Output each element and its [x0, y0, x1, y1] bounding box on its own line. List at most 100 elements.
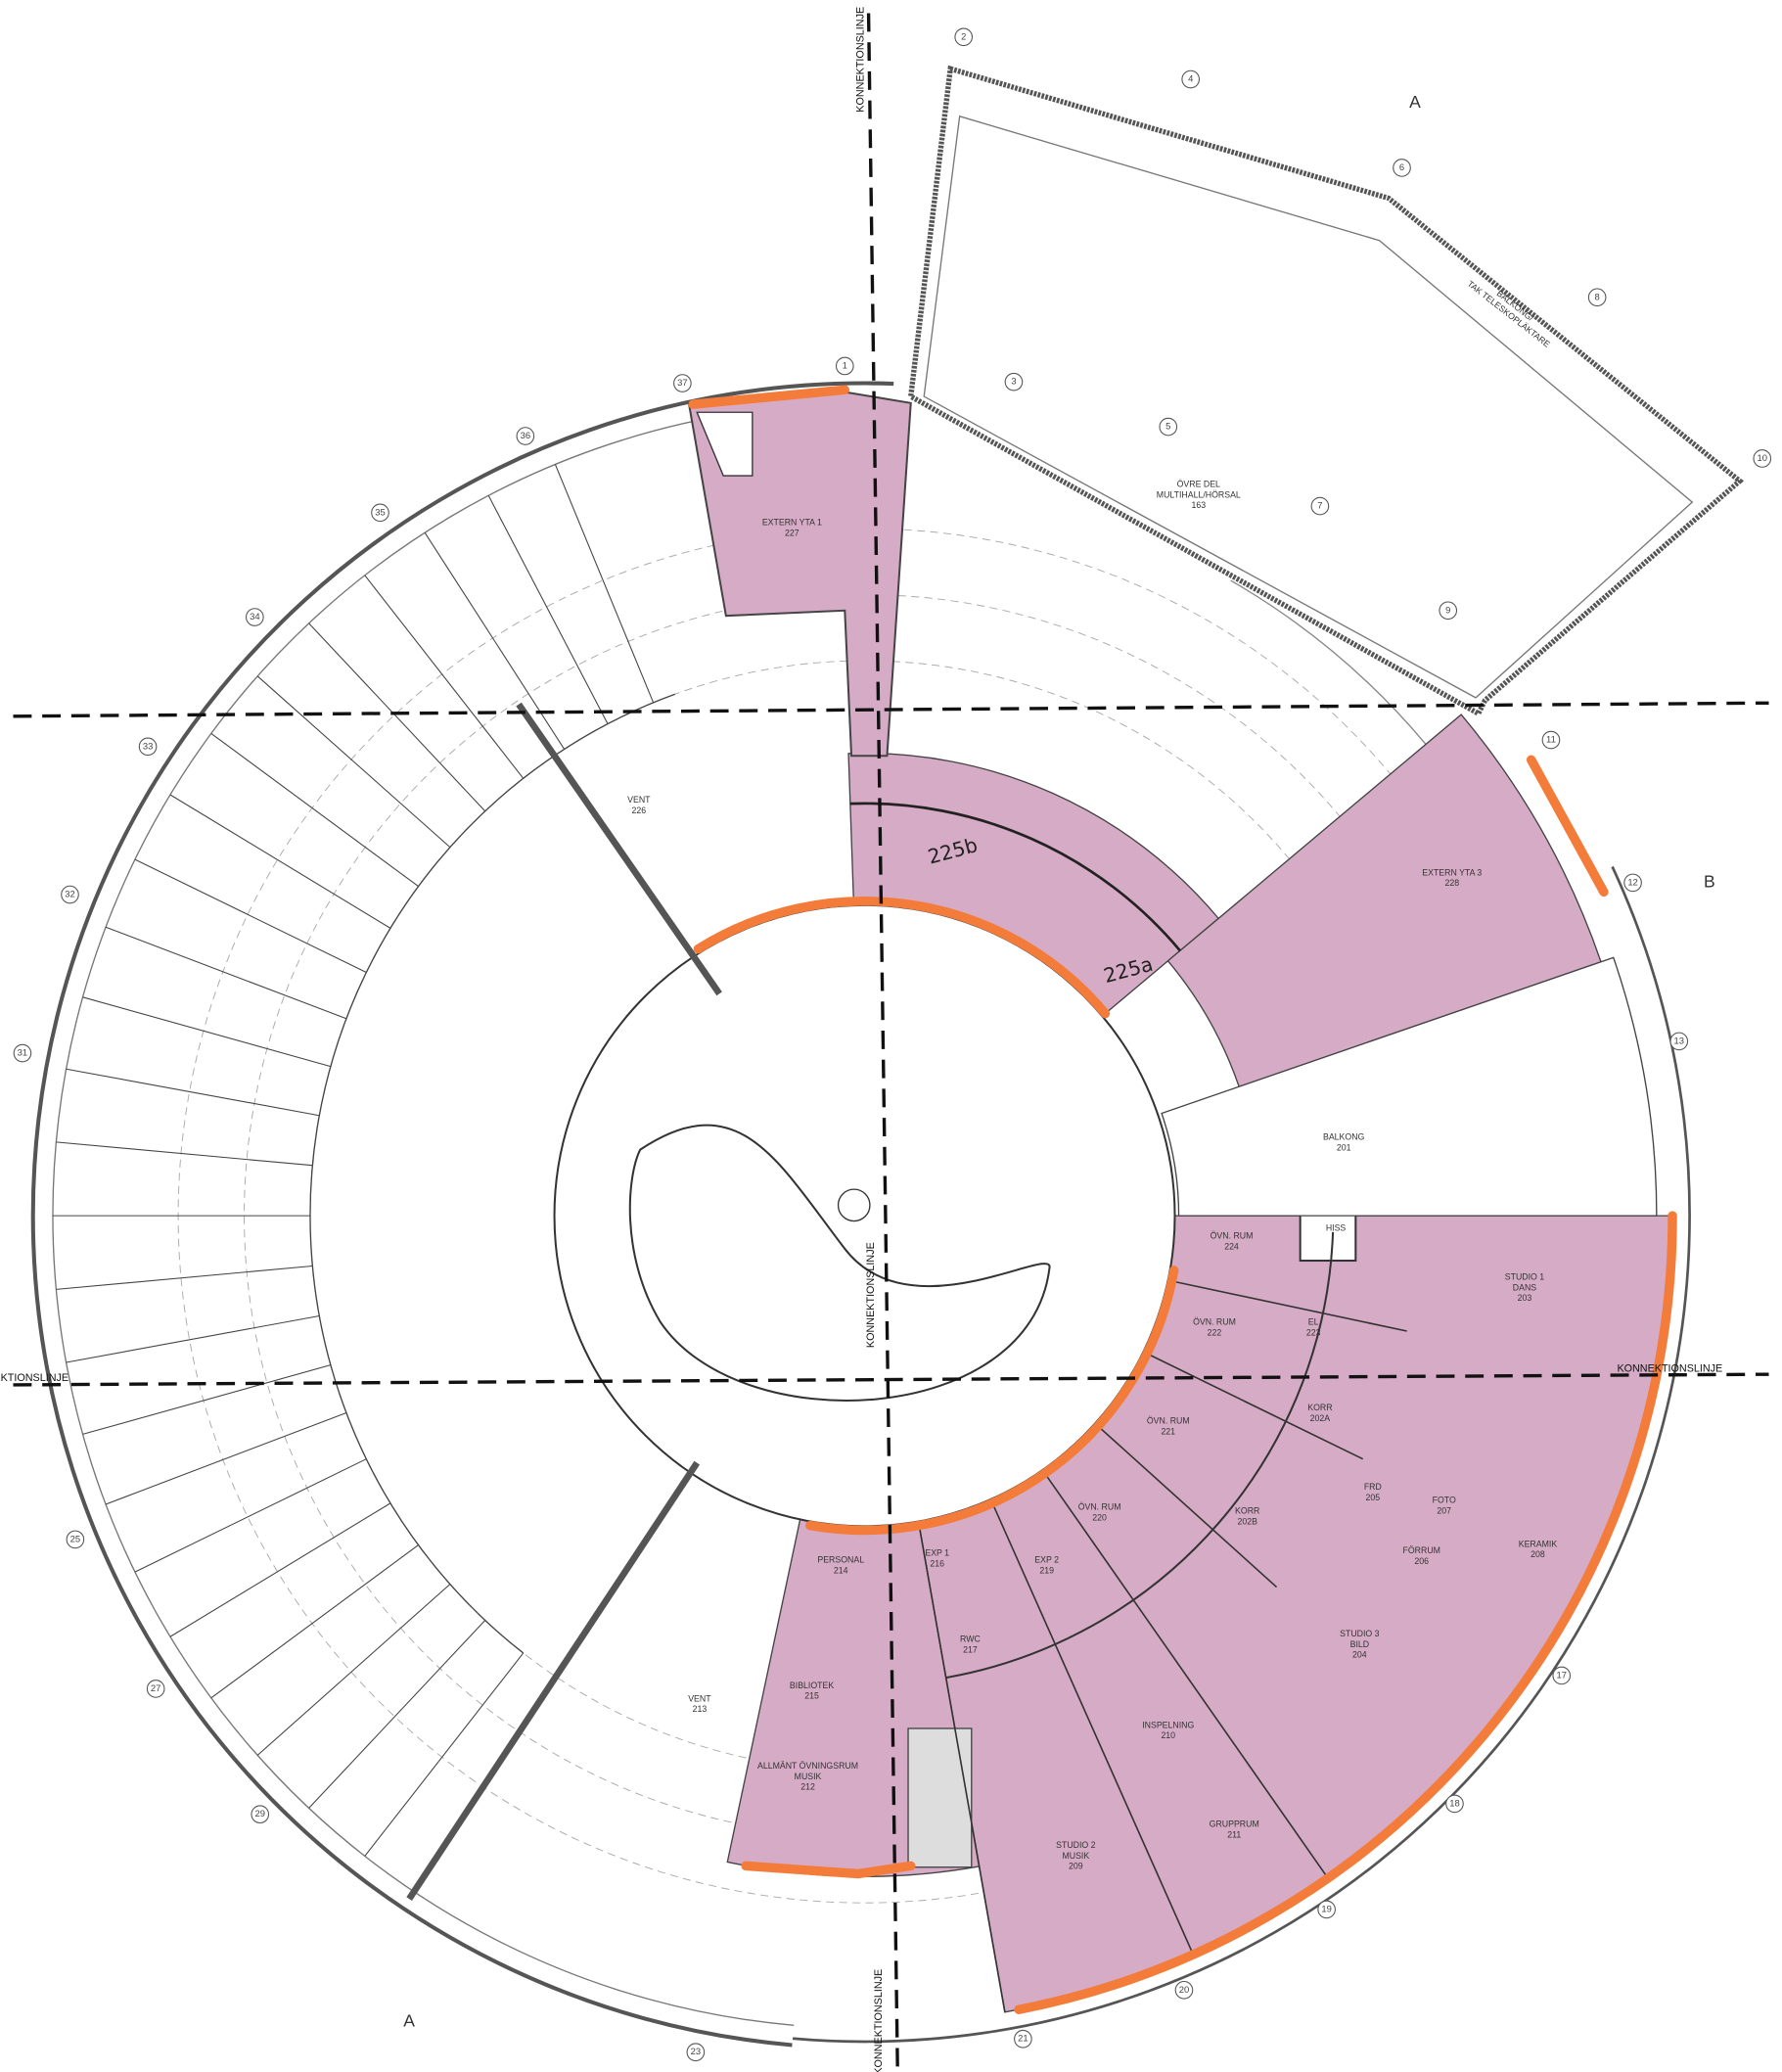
grid-marker: 27	[146, 1680, 165, 1698]
grid-marker-label: 20	[1179, 1985, 1189, 1996]
grid-marker: 29	[251, 1805, 270, 1824]
room-label: ÖVN. RUM 220	[1078, 1502, 1121, 1523]
grid-marker-circle	[1669, 1032, 1689, 1051]
grid-marker-label: 17	[1556, 1670, 1566, 1681]
room-label-line: 216	[930, 1559, 944, 1569]
grid-marker-circle	[1159, 417, 1178, 437]
room-label-line: EL	[1308, 1317, 1319, 1327]
corridor-wall	[849, 802, 1181, 952]
ramp-line	[66, 1314, 320, 1363]
ramp-line	[134, 1458, 367, 1573]
grid-marker: 37	[673, 374, 692, 392]
ramp-line	[256, 675, 451, 849]
room-label-line: 209	[1069, 1862, 1083, 1871]
room-label: KERAMIK 208	[1519, 1540, 1558, 1560]
room-label-line: MUSIK	[795, 1772, 822, 1781]
room-label-line: 215	[804, 1691, 819, 1701]
grid-marker: 33	[138, 737, 158, 757]
wall	[516, 702, 722, 996]
grid-marker-circle	[516, 427, 535, 445]
partition	[1099, 1427, 1278, 1589]
room-label-line: STUDIO 1	[1505, 1272, 1545, 1282]
room-label-line: 228	[1444, 879, 1459, 889]
room-label: ÖVN. RUM 224	[1211, 1231, 1254, 1252]
room-label-line: ÖVN. RUM	[1193, 1317, 1236, 1327]
grid-marker: 10	[1753, 449, 1772, 468]
room-label: ÖVN. RUM 222	[1193, 1317, 1236, 1338]
connection-label: KONNEKTIONSLINJE	[873, 1969, 885, 2072]
grid-marker-label: 3	[1011, 377, 1016, 388]
room-label-line: KORR	[1235, 1506, 1259, 1516]
partition	[992, 1504, 1195, 1956]
grid-marker-circle	[1393, 159, 1411, 177]
room-label: EXP 2 219	[1034, 1555, 1059, 1576]
ramp-line	[210, 732, 419, 888]
ramp-line	[82, 996, 332, 1068]
room-label: BALKONG 201	[1323, 1132, 1365, 1153]
partition	[918, 1528, 1006, 2012]
wall	[406, 1460, 701, 1901]
grid-marker-circle	[1552, 1666, 1572, 1685]
room-label-line: ÖVN. RUM	[1211, 1231, 1254, 1241]
grid-marker-circle	[1014, 2029, 1032, 2049]
room-label-line: EXP 1	[925, 1548, 949, 1558]
multihall-inner	[923, 115, 1694, 699]
room-label-line: VENT	[627, 795, 651, 805]
room-label: EXTERN YTA 1 227	[762, 518, 822, 538]
ramp-line	[82, 1364, 332, 1435]
connection-label: KONNEKTIONSLINJE	[865, 1242, 877, 1348]
room-label: BIBLIOTEK 215	[790, 1681, 834, 1701]
room-label-line: 212	[800, 1782, 815, 1792]
column	[837, 1188, 871, 1222]
room-area	[687, 391, 912, 758]
grid-marker-label: 7	[1317, 501, 1322, 512]
room-label: FRD 205	[1364, 1483, 1382, 1503]
room-label-line: 224	[1224, 1242, 1239, 1252]
room-label-line: 223	[1306, 1328, 1321, 1338]
multihall-outline	[907, 65, 1745, 717]
room-label: FÖRRUM 206	[1403, 1545, 1440, 1566]
partition	[1174, 1280, 1407, 1332]
ramp-line	[105, 926, 347, 1020]
grid-marker-circle	[1445, 1794, 1464, 1814]
partition	[1149, 1354, 1364, 1460]
room-label-line: 214	[834, 1566, 848, 1576]
grid-marker-circle	[146, 1680, 165, 1698]
grid-marker-label: 10	[1758, 453, 1767, 464]
ramp-line	[56, 1265, 313, 1290]
grid-marker-label: 8	[1595, 292, 1600, 302]
room-label-line: 205	[1366, 1493, 1381, 1502]
room-label: RWC 217	[960, 1635, 981, 1655]
grid-marker: 8	[1587, 288, 1607, 307]
grid-marker-label: 31	[18, 1048, 27, 1059]
grid-marker: 34	[246, 608, 264, 626]
room-label-line: 206	[1414, 1556, 1429, 1566]
grid-marker: 19	[1317, 1900, 1336, 1919]
atrium	[553, 903, 1176, 1528]
grid-marker-circle	[251, 1805, 270, 1824]
grid-marker-label: 32	[65, 890, 74, 900]
grid-marker-circle	[1753, 449, 1772, 468]
grid-marker-circle	[835, 356, 854, 376]
room-label-line: PERSONAL	[817, 1555, 864, 1565]
atrium-wall	[628, 1124, 1051, 1402]
room-label-line: 221	[1161, 1427, 1175, 1437]
grid-marker: 2	[954, 27, 973, 47]
ramp-line	[487, 495, 609, 724]
grid-marker-circle	[138, 737, 158, 757]
grid-marker: 35	[371, 503, 389, 523]
grid-marker-label: 29	[254, 1809, 264, 1819]
room-label-line: BIBLIOTEK	[790, 1681, 834, 1690]
grid-marker-circle	[1181, 69, 1201, 89]
room-label-line: VENT	[688, 1694, 711, 1704]
spiral-stair	[696, 411, 754, 477]
room-label-line: KORR	[1307, 1404, 1332, 1413]
grid-marker-label: 23	[691, 2047, 701, 2057]
room-label-line: BALKONG	[1323, 1132, 1365, 1142]
grid-marker-label: 35	[375, 507, 385, 518]
grid-marker: 1	[835, 356, 854, 376]
grid-marker: 31	[13, 1043, 32, 1063]
room-label: INSPELNING 210	[1142, 1721, 1194, 1741]
grid-marker-label: 11	[1546, 735, 1556, 746]
